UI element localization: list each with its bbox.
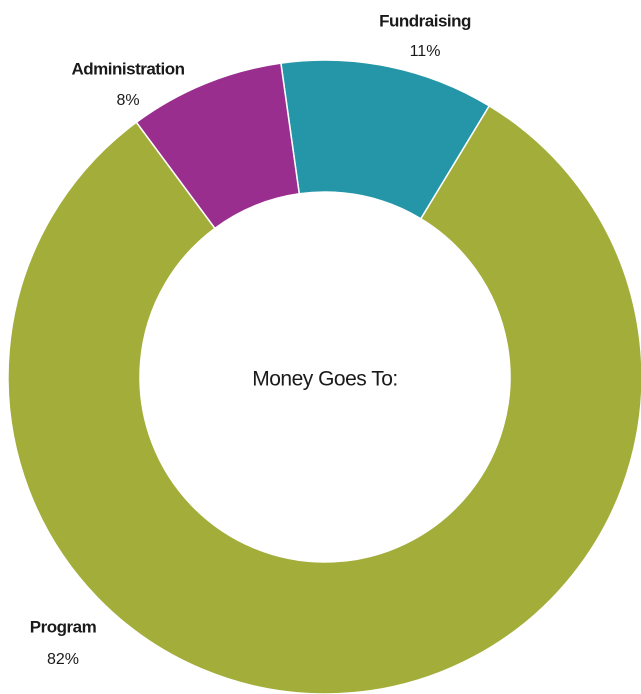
slice-name: Fundraising [379,11,471,30]
slice-name: Administration [72,59,185,78]
slices [7,59,641,694]
donut-slice [135,62,301,230]
slice-value-label: 11% [410,43,441,60]
center-label: Money Goes To: [252,368,398,391]
slice-value-label: 8% [116,92,139,109]
donut-slice [7,104,641,694]
slice-name: Program [30,617,97,636]
slice-value-label: 82% [47,651,79,668]
